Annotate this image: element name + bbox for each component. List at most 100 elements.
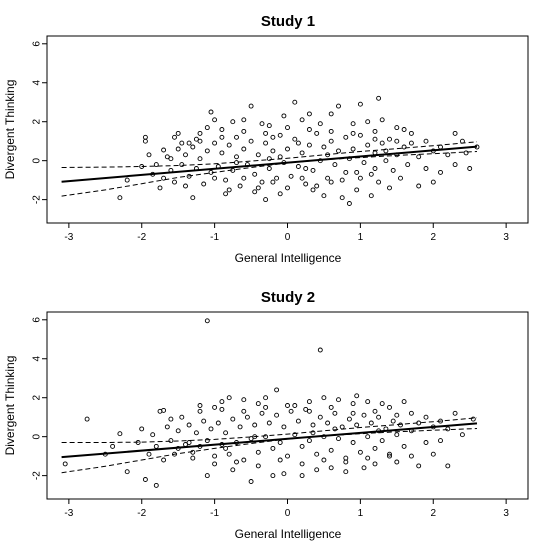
data-point bbox=[197, 156, 203, 162]
data-point bbox=[219, 134, 225, 140]
data-point bbox=[328, 465, 334, 471]
data-point bbox=[445, 426, 451, 432]
regression-line bbox=[61, 145, 478, 183]
data-point bbox=[212, 461, 218, 467]
data-point bbox=[241, 146, 247, 152]
data-point bbox=[153, 162, 159, 168]
data-point bbox=[285, 146, 290, 152]
data-point bbox=[208, 169, 214, 175]
data-point bbox=[387, 453, 392, 459]
x-tick-label: -3 bbox=[64, 508, 73, 519]
y-axis-label: Divergent Thinking bbox=[3, 80, 17, 180]
scatter-points bbox=[117, 95, 480, 206]
y-tick-label: 6 bbox=[32, 41, 43, 47]
data-point bbox=[237, 183, 243, 189]
data-point bbox=[303, 166, 309, 171]
y-tick-label: 4 bbox=[32, 80, 43, 86]
data-point bbox=[310, 187, 316, 193]
data-point bbox=[438, 144, 443, 150]
data-point bbox=[263, 404, 269, 410]
y-axis-label: Divergent Thinking bbox=[3, 356, 17, 456]
data-point bbox=[175, 146, 181, 152]
data-point bbox=[139, 426, 145, 432]
data-point bbox=[241, 397, 247, 403]
y-axis: -2 0 2 4 6 bbox=[32, 41, 48, 204]
data-point bbox=[263, 140, 269, 146]
data-point bbox=[361, 465, 367, 471]
data-point bbox=[350, 401, 356, 407]
data-point bbox=[172, 179, 177, 185]
data-point bbox=[190, 455, 196, 461]
data-point bbox=[277, 191, 283, 197]
data-point bbox=[277, 440, 283, 445]
data-point bbox=[365, 455, 371, 461]
data-point bbox=[438, 438, 443, 444]
data-point bbox=[354, 187, 360, 193]
data-point bbox=[295, 164, 301, 169]
data-point bbox=[197, 138, 203, 144]
data-point bbox=[343, 169, 349, 175]
data-point bbox=[277, 132, 283, 138]
data-point bbox=[142, 134, 148, 140]
data-point bbox=[204, 148, 210, 154]
data-point bbox=[84, 416, 90, 422]
data-point bbox=[339, 424, 345, 430]
regression-line bbox=[61, 422, 478, 459]
data-point bbox=[350, 440, 356, 445]
ci-lower-line bbox=[61, 428, 478, 474]
data-point bbox=[248, 138, 254, 144]
data-point bbox=[306, 127, 312, 132]
data-point bbox=[321, 144, 327, 150]
data-point bbox=[212, 117, 218, 123]
y-tick-label: 0 bbox=[32, 157, 43, 163]
data-point bbox=[357, 175, 363, 181]
data-point bbox=[241, 408, 247, 414]
data-point bbox=[401, 144, 407, 150]
data-point bbox=[423, 414, 429, 420]
data-point bbox=[339, 177, 345, 183]
data-point bbox=[387, 451, 392, 457]
data-point bbox=[398, 175, 403, 181]
data-point bbox=[190, 195, 196, 201]
data-point bbox=[372, 136, 378, 142]
data-point bbox=[255, 401, 261, 407]
data-point bbox=[230, 467, 236, 473]
data-point bbox=[372, 408, 378, 414]
data-point bbox=[252, 171, 258, 177]
data-point bbox=[277, 457, 283, 463]
data-point bbox=[124, 177, 130, 183]
data-point bbox=[161, 457, 167, 463]
data-point bbox=[376, 95, 382, 101]
regression-line-group bbox=[61, 145, 478, 183]
data-point bbox=[343, 469, 349, 475]
data-point bbox=[325, 152, 331, 158]
data-point bbox=[193, 136, 199, 142]
data-point bbox=[314, 183, 320, 189]
data-point bbox=[379, 438, 385, 444]
data-point bbox=[390, 418, 396, 424]
data-point bbox=[230, 416, 236, 422]
data-point bbox=[241, 457, 247, 463]
data-point bbox=[168, 156, 174, 162]
data-point bbox=[354, 422, 360, 428]
data-point bbox=[299, 150, 305, 156]
data-point bbox=[223, 177, 229, 183]
y-tick-label: 4 bbox=[32, 356, 43, 362]
data-point bbox=[259, 121, 265, 127]
x-axis: -3 -2 -1 0 1 2 3 bbox=[64, 498, 509, 519]
data-point bbox=[197, 130, 203, 136]
data-point bbox=[299, 443, 305, 449]
x-tick-label: -1 bbox=[210, 508, 219, 519]
data-point bbox=[259, 179, 265, 185]
data-point bbox=[234, 160, 239, 166]
data-point bbox=[172, 134, 177, 140]
data-point bbox=[255, 185, 261, 191]
data-point bbox=[317, 121, 323, 127]
data-point bbox=[365, 399, 371, 405]
data-point bbox=[285, 453, 290, 459]
data-point bbox=[204, 473, 210, 479]
x-tick-label: -2 bbox=[137, 508, 146, 519]
data-point bbox=[325, 175, 331, 181]
x-axis: -3 -2 -1 0 1 2 3 bbox=[64, 222, 509, 243]
data-point bbox=[186, 173, 192, 179]
